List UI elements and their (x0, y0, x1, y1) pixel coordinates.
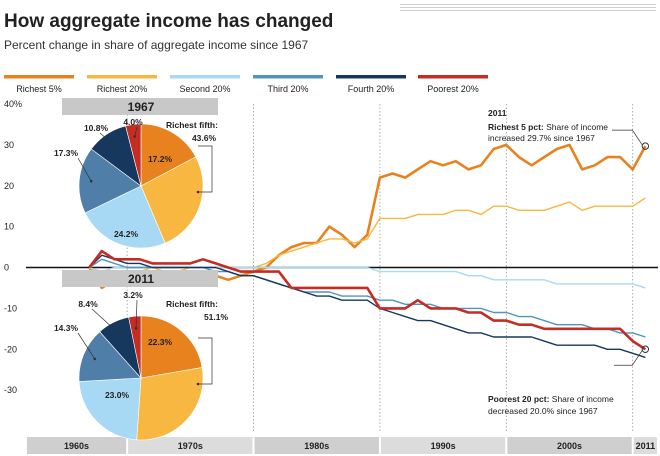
legend-swatch (170, 75, 240, 79)
pie-leader (77, 157, 92, 182)
x-band-label: 1990s (431, 441, 456, 451)
pie-slice (84, 185, 166, 249)
pie-leader-dot (117, 332, 120, 335)
legend-swatch (336, 75, 406, 79)
annotation-year: 2011 (488, 108, 507, 118)
legend-label: Richest 20% (97, 84, 148, 94)
pie-highlight-value: 43.6% (192, 133, 217, 143)
annotation-text: Poorest 20 pct: Share of income (488, 394, 614, 404)
pie-highlight-value: 51.1% (204, 312, 229, 322)
pie-slice (140, 156, 204, 244)
pie-leader (134, 126, 138, 137)
pie-slice-label: 22.3% (148, 337, 173, 347)
pie-slice-label: 17.2% (148, 154, 173, 164)
annotation-leader (614, 350, 643, 366)
pie-slice-label: 24.2% (114, 229, 139, 239)
pie-highlight-label: Richest fifth: (166, 120, 218, 130)
x-band (27, 437, 127, 454)
pie-title: 2011 (128, 272, 154, 286)
pie-bracket (198, 145, 213, 193)
header-rule (400, 7, 656, 8)
pie-slice-label: 14.3% (54, 323, 79, 333)
pie-slice (128, 315, 142, 379)
pie-leader (91, 308, 119, 334)
series-line (88, 254, 646, 359)
pie-slice-label: 17.3% (54, 148, 79, 158)
pie-slice (125, 123, 142, 187)
y-tick-label: 0 (4, 263, 9, 273)
pie-slice (140, 123, 197, 187)
annotation-leader (612, 129, 643, 146)
chart-title: How aggregate income has changed (4, 11, 334, 32)
pie-slice (78, 377, 142, 441)
annotation-text: decreased 20.0% since 1967 (488, 406, 598, 416)
annotation-marker (641, 142, 650, 150)
x-band (254, 437, 379, 454)
legend-swatch (87, 75, 157, 79)
pie-slice (78, 148, 142, 214)
legend-swatch (4, 75, 74, 79)
pie-leader (135, 299, 138, 329)
x-band (633, 437, 657, 454)
pie-slice (78, 331, 142, 382)
x-band (507, 437, 632, 454)
pie-leader-dot (89, 179, 93, 183)
pie-highlight-label: Richest fifth: (166, 299, 218, 309)
x-band-label: 2011 (636, 441, 656, 451)
header-rule (400, 4, 656, 5)
pie-leader-dot (111, 143, 115, 146)
chart-subtitle: Percent change in share of aggregate inc… (4, 38, 309, 52)
x-band (380, 437, 506, 454)
pie-slice-label: 4.0% (123, 117, 143, 127)
pie-leader-dot (133, 135, 136, 138)
annotation-text: Richest 5 pct: Share of income (488, 122, 608, 132)
pie-slice-label: 8.4% (78, 299, 98, 309)
legend-swatch (253, 75, 323, 79)
x-band-label: 1970s (178, 441, 203, 451)
x-band-label: 1960s (64, 441, 89, 451)
y-tick-label: 10 (4, 222, 14, 232)
pie-slice-label: 23.0% (105, 390, 130, 400)
pie-slice (136, 367, 204, 441)
legend-label: Poorest 20% (427, 84, 479, 94)
pie-leader (77, 332, 96, 360)
annotation-marker (641, 345, 650, 353)
y-tick-label: 20 (4, 181, 14, 191)
y-tick-label: -30 (4, 385, 17, 395)
y-tick-label: -10 (4, 303, 17, 313)
legend-label: Second 20% (179, 84, 230, 94)
series-line (88, 249, 647, 351)
pie-slice-label: 10.8% (84, 123, 109, 133)
x-band-label: 1980s (304, 441, 329, 451)
pie-leader-dot (134, 327, 138, 330)
legend-swatch (418, 75, 488, 79)
pie-leader (99, 132, 114, 145)
x-band-label: 2000s (557, 441, 582, 451)
legend-label: Fourth 20% (348, 84, 395, 94)
annotation-text: increased 29.7% since 1967 (488, 133, 595, 143)
x-band (128, 437, 253, 454)
pie-leader-dot (93, 357, 97, 361)
pie-title: 1967 (128, 100, 155, 114)
header-rule (400, 10, 656, 11)
y-tick-label: 30 (4, 140, 14, 150)
pie-bracket (198, 337, 213, 385)
pie-slice (140, 315, 203, 379)
y-tick-label: -20 (4, 344, 17, 354)
y-tick-label: 40% (4, 99, 22, 109)
pie-slice-label: 3.2% (123, 290, 143, 300)
legend-label: Richest 5% (16, 84, 62, 94)
legend-label: Third 20% (267, 84, 308, 94)
pie-title-band (62, 98, 218, 115)
pie-bracket-dot (196, 190, 200, 194)
pie-title-band (62, 270, 218, 287)
pie-bracket-dot (196, 382, 200, 386)
